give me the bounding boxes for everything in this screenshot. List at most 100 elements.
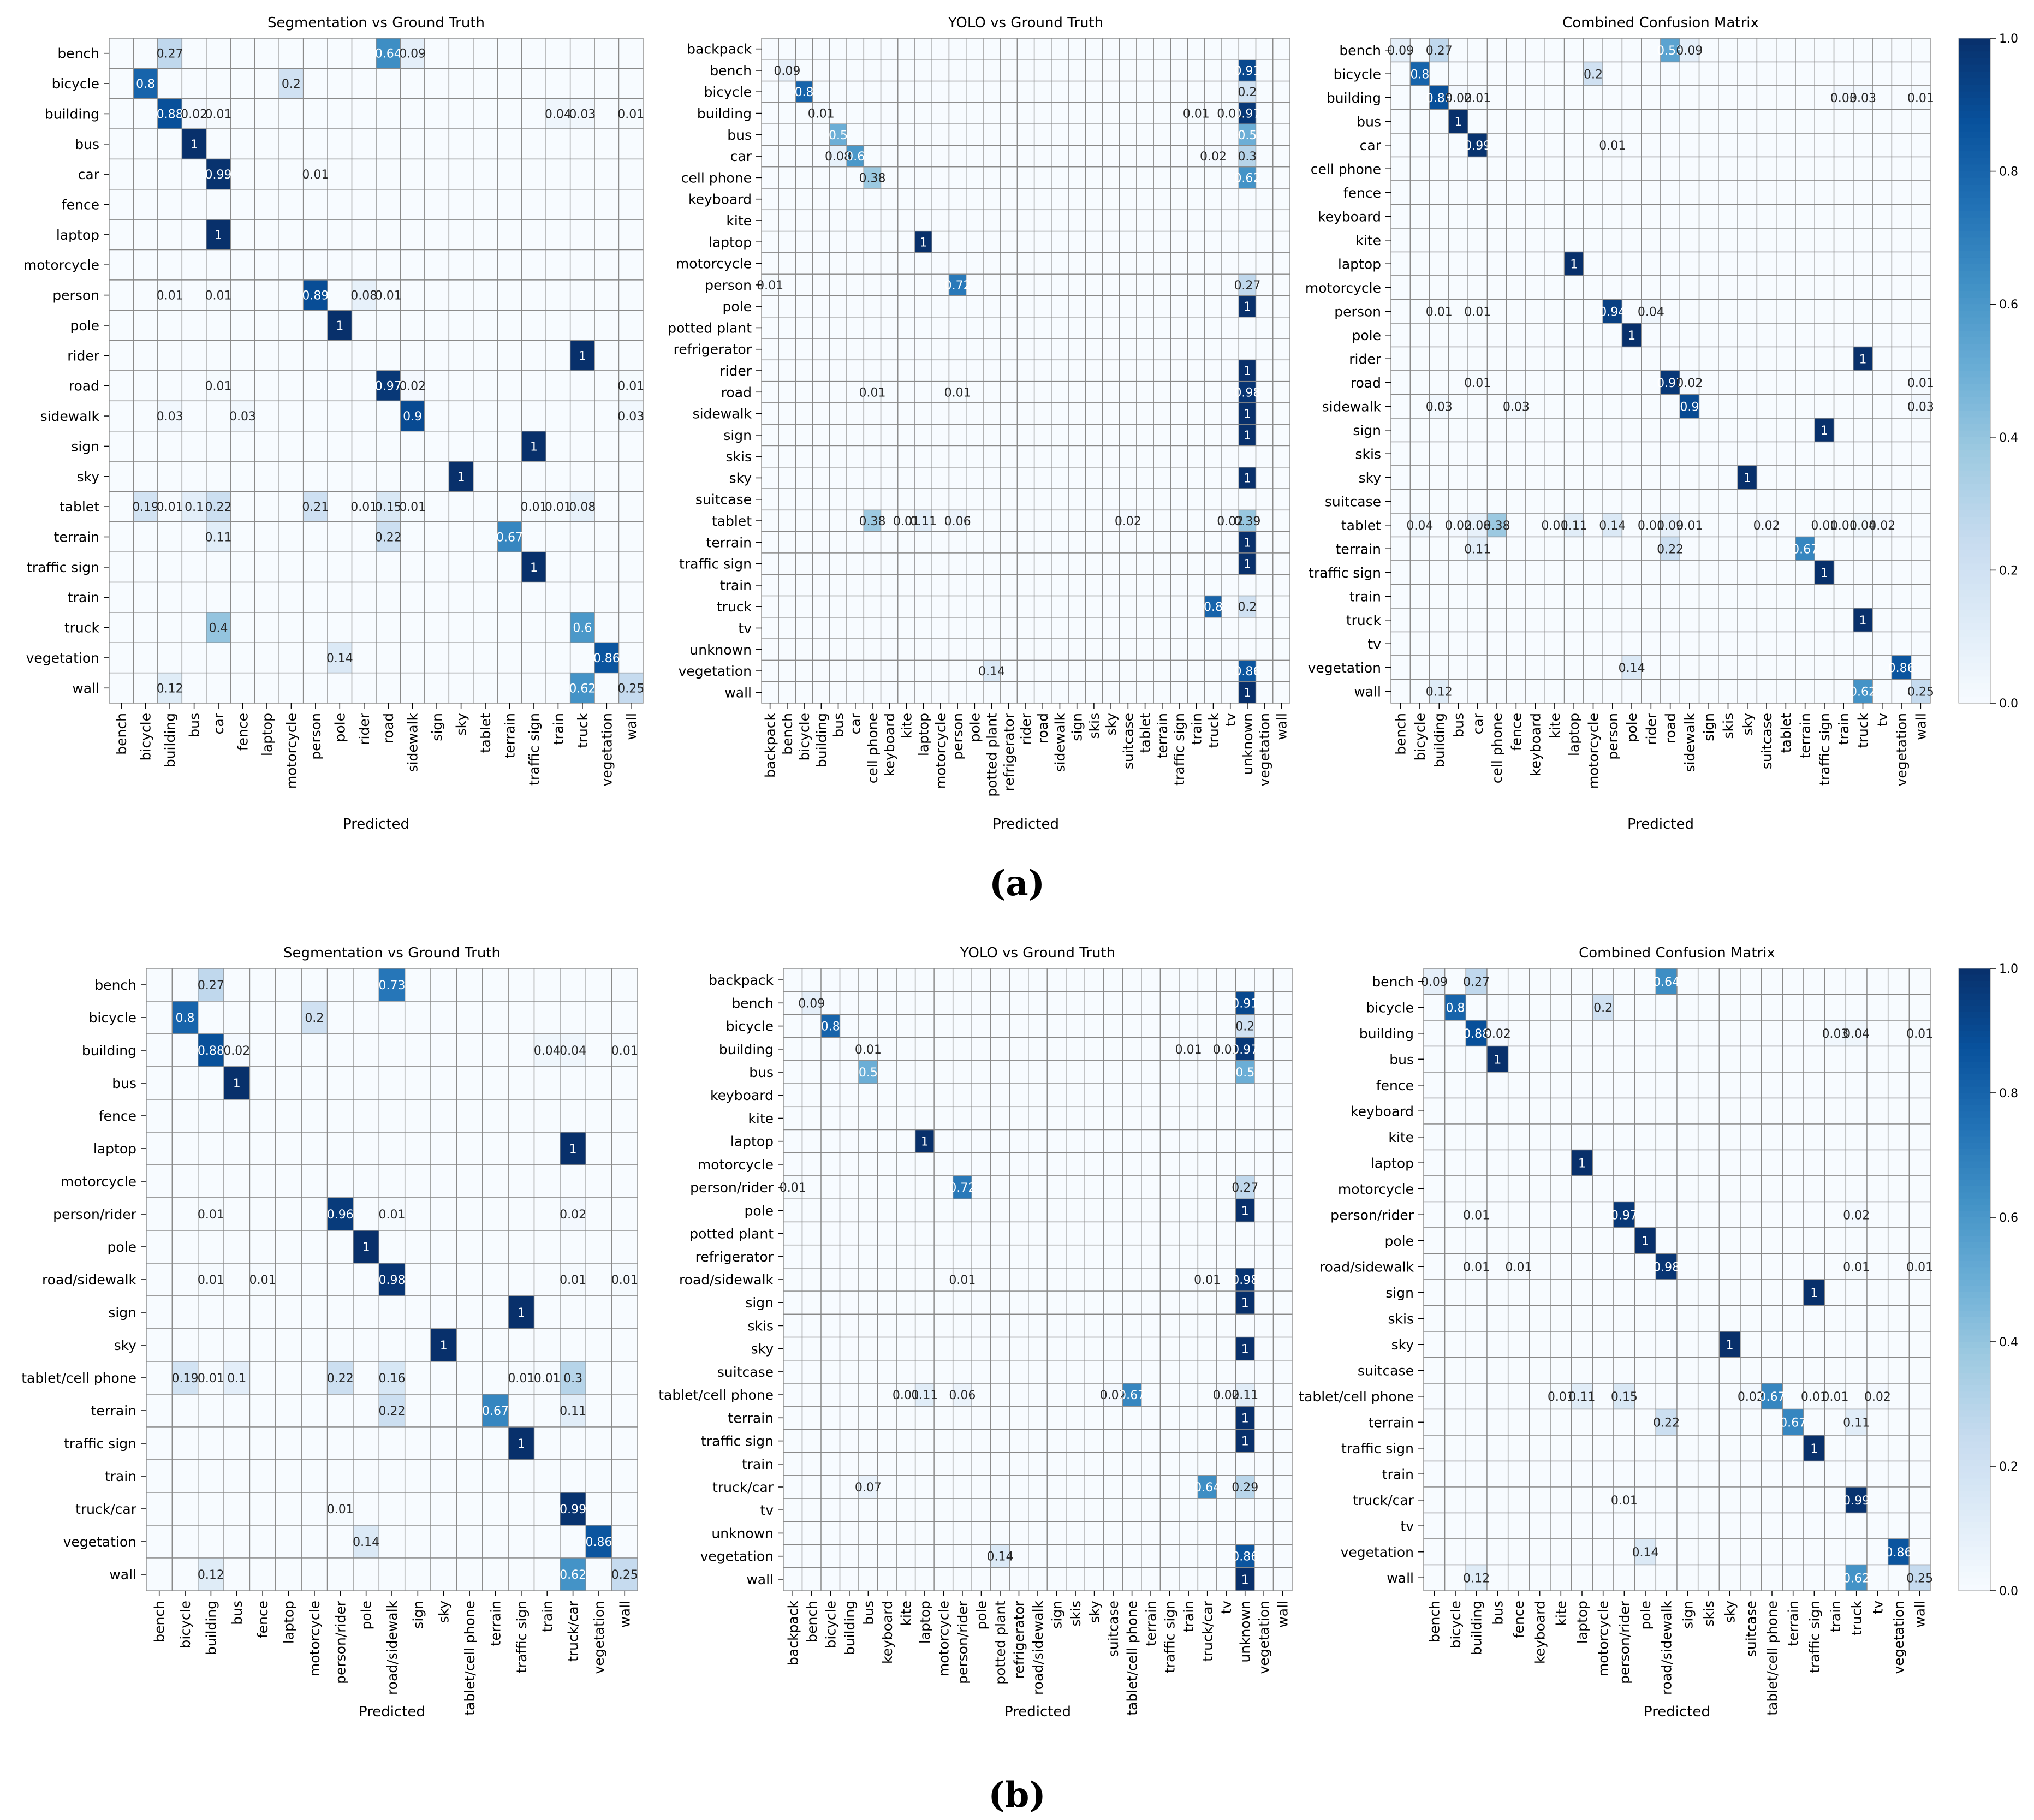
heatmap-cell [1776,655,1796,680]
heatmap-cell [1563,275,1584,300]
heatmap-cell [1051,380,1069,403]
cell-value-label: 0.01 [205,380,232,394]
heatmap-cell [157,68,183,99]
col-label-pole: pole [332,713,348,742]
heatmap-cell [1016,681,1035,704]
heatmap-cell [1655,1564,1678,1591]
heatmap-cell [1009,1544,1029,1568]
heatmap-cell [1272,252,1290,275]
cell-value-label: 0.86 [585,1536,612,1549]
heatmap-cell [863,145,882,168]
heatmap-cell [249,1492,276,1526]
heatmap-cell [223,1230,251,1264]
colorbar-segment [1959,590,1990,597]
heatmap-cell [109,461,134,492]
heatmap-cell [430,1492,457,1526]
col-label-bench: bench [804,1601,820,1643]
heatmap-cell [1423,1538,1446,1566]
heatmap-cell [1423,1020,1446,1047]
heatmap-cell [1803,1279,1825,1306]
heatmap-cell [971,991,991,1015]
cell-value-label: 0.01 [1464,305,1491,319]
heatmap-cell [1795,655,1815,680]
heatmap-cell [1000,80,1018,103]
heatmap-cell [983,617,1001,639]
heatmap-cell [351,370,377,402]
heatmap-cell [430,1459,457,1493]
heatmap-cell [952,1313,972,1338]
heatmap-cell [569,370,595,402]
heatmap-cell [846,531,865,554]
colorbar-segment [1959,650,1990,657]
heatmap-cell [1613,968,1635,995]
row-label-sky: sky [1391,1337,1414,1353]
heatmap-cell [508,1557,535,1591]
cell-value-label: 1 [1859,614,1867,628]
heatmap-cell [1911,228,1931,253]
heatmap-cell [1216,1106,1236,1131]
heatmap-cell [521,310,546,341]
heatmap-cell [1507,1123,1530,1151]
colorbar-segment [1959,144,1990,152]
heatmap-cell [846,80,865,103]
col-label-bicycle: bicycle [1448,1601,1464,1648]
heatmap-cell [327,128,353,160]
heatmap-cell [278,38,304,69]
cell-value-label: 0.04 [1638,305,1664,319]
heatmap-cell [1179,1567,1199,1591]
heatmap-cell [1235,1244,1255,1269]
cell-value-label: 0.04 [545,108,572,121]
heatmap-cell [1009,1037,1029,1061]
heatmap-cell [896,1406,916,1430]
heatmap-cell [1621,513,1642,538]
heatmap-cell [880,209,899,232]
heatmap-cell [301,1459,328,1493]
heatmap-cell [1033,338,1052,361]
heatmap-cell [1486,275,1507,300]
heatmap-cell [778,59,796,82]
heatmap-cell [1033,59,1052,82]
heatmap-cell [914,968,935,992]
cell-value-label: 0.2 [1593,1001,1613,1015]
heatmap-cell [966,145,984,168]
heatmap-cell [1891,38,1912,63]
heatmap-cell [783,1383,803,1407]
heatmap-cell [569,581,595,613]
heatmap-cell [1170,402,1188,425]
heatmap-cell [1102,145,1120,168]
heatmap-cell [1655,1045,1678,1073]
heatmap-cell [858,1106,878,1131]
heatmap-cell [1197,1313,1217,1338]
cell-value-label: 0.08 [569,501,596,514]
heatmap-cell [545,279,571,311]
cell-value-label: 0.62 [1843,1572,1870,1585]
heatmap-cell [1238,445,1257,468]
heatmap-cell [109,158,134,190]
row-label-keyboard: keyboard [688,192,752,207]
cell-value-label: 1 [1628,329,1635,343]
heatmap-cell [1051,467,1069,489]
row-label-motorcycle: motorcycle [1305,280,1381,296]
heatmap-cell [249,1164,276,1198]
heatmap-cell [778,317,796,339]
heatmap-cell [1272,80,1290,103]
heatmap-cell [1506,85,1526,110]
heatmap-cell [966,574,984,597]
heatmap-cell [795,230,813,253]
colorbar-segment [1959,616,1990,624]
heatmap-cell [1824,1253,1847,1280]
heatmap-cell [1621,441,1642,466]
colorbar-segment [1959,224,1990,231]
heatmap-cell [430,968,457,1002]
heatmap-cell [1119,166,1137,189]
heatmap-cell [1737,133,1758,158]
heatmap-cell [1845,1486,1868,1514]
heatmap-cell [1676,1331,1699,1358]
heatmap-cell [456,1525,483,1559]
heatmap-cell [1641,109,1661,134]
heatmap-cell [858,1268,878,1292]
heatmap-cell [1159,1060,1180,1084]
colorbar-segment [1959,637,1990,644]
heatmap-cell [456,1132,483,1165]
heatmap-cell [1613,1279,1635,1306]
